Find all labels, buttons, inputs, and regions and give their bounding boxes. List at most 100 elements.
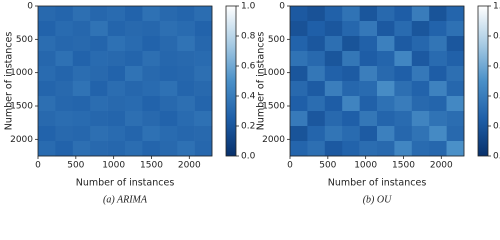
heatmap-cell — [125, 96, 143, 112]
heatmap-cell — [55, 6, 74, 22]
heatmap-cell — [72, 96, 91, 112]
heatmap-cell — [177, 66, 195, 82]
y-tick-label: 1500 — [10, 102, 33, 112]
heatmap-cell — [194, 96, 213, 112]
colorbar-tick-label: 1.0 — [241, 2, 256, 12]
heatmap-cell — [429, 126, 447, 142]
heatmap-cell — [159, 81, 178, 97]
heatmap-cell — [125, 81, 143, 97]
heatmap-cell — [177, 141, 195, 157]
y-axis-label: Number of instances — [256, 32, 267, 131]
heatmap-cell — [142, 141, 161, 157]
heatmap-cell — [394, 6, 413, 22]
heatmap-cell — [307, 36, 326, 52]
heatmap-cell — [194, 36, 213, 52]
heatmap-cell — [307, 126, 326, 142]
heatmap-cell — [159, 126, 178, 142]
heatmap-cell — [142, 66, 161, 82]
x-axis-label: Number of instances — [328, 178, 427, 189]
heatmap-cell — [359, 96, 378, 112]
heatmap-cell — [324, 96, 343, 112]
x-axis-label: Number of instances — [76, 178, 175, 189]
colorbar-tick-label: 0.8 — [241, 32, 256, 42]
heatmap-cell — [324, 126, 343, 142]
heatmap-cell — [359, 6, 378, 22]
heatmap-cell — [194, 126, 213, 142]
heatmap-cell — [307, 96, 326, 112]
heatmap-cell — [377, 96, 395, 112]
heatmap-cell — [307, 111, 326, 127]
heatmap-cell — [342, 51, 360, 67]
heatmap-cell — [342, 36, 360, 52]
heatmap-cell — [55, 111, 74, 127]
colorbar-tick-label: 0.6 — [241, 62, 256, 72]
heatmap-cell — [377, 81, 395, 97]
x-tick-label: 1500 — [392, 161, 415, 171]
heatmap-cell — [290, 111, 308, 127]
heatmap-cell — [377, 21, 395, 37]
heatmap-cell — [429, 141, 447, 157]
heatmap-cell — [359, 51, 378, 67]
heatmap-cell — [38, 51, 56, 67]
heatmap-cell — [107, 51, 126, 67]
heatmap-cell — [159, 6, 178, 22]
heatmap-cell — [394, 141, 413, 157]
y-tick-label: 1000 — [262, 68, 285, 78]
heatmap-cell — [125, 36, 143, 52]
heatmap-cell — [394, 81, 413, 97]
heatmap-cell — [377, 66, 395, 82]
heatmap-cell — [38, 36, 56, 52]
heatmap-cell — [177, 81, 195, 97]
heatmap-cell — [429, 36, 447, 52]
y-tick-label: 500 — [16, 35, 33, 45]
heatmap-cell — [307, 81, 326, 97]
heatmap-cell — [377, 36, 395, 52]
heatmap-cell — [107, 36, 126, 52]
heatmap-cell — [411, 111, 430, 127]
heatmap-cell — [446, 126, 465, 142]
x-tick-label: 0 — [35, 161, 41, 171]
x-tick-label: 2000 — [430, 161, 453, 171]
heatmap-cell — [359, 36, 378, 52]
heatmap-cell — [411, 96, 430, 112]
heatmap-cell — [394, 111, 413, 127]
colorbar — [225, 5, 237, 157]
y-tick-label: 0 — [279, 2, 285, 12]
heatmap-cell — [159, 141, 178, 157]
heatmap-cell — [446, 111, 465, 127]
heatmap-cell — [90, 81, 108, 97]
heatmap-cell — [194, 21, 213, 37]
heatmap-cell — [159, 96, 178, 112]
heatmap-cell — [342, 6, 360, 22]
heatmap-cell — [55, 51, 74, 67]
y-tick-label: 500 — [268, 35, 285, 45]
heatmap-cell — [342, 141, 360, 157]
heatmap-cell — [125, 6, 143, 22]
heatmap-cell — [177, 96, 195, 112]
y-tick-label: 2000 — [262, 135, 285, 145]
colorbar-tick-label: 0.4 — [241, 92, 256, 102]
heatmap-cell — [72, 6, 91, 22]
heatmap-cell — [446, 66, 465, 82]
heatmap-cell — [142, 51, 161, 67]
heatmap-cell — [142, 21, 161, 37]
heatmap-cell — [38, 66, 56, 82]
heatmap-cell — [107, 21, 126, 37]
heatmap-cell — [411, 6, 430, 22]
heatmap-cell — [342, 126, 360, 142]
heatmap-cell — [55, 81, 74, 97]
y-tick-label: 2000 — [10, 135, 33, 145]
heatmap-cell — [429, 21, 447, 37]
heatmap-cell — [72, 126, 91, 142]
heatmap-cell — [55, 66, 74, 82]
heatmap-cell — [307, 51, 326, 67]
heatmap-cell — [55, 96, 74, 112]
heatmap-cell — [290, 51, 308, 67]
heatmap-cell — [55, 141, 74, 157]
heatmap-cell — [429, 96, 447, 112]
heatmap-cell — [290, 21, 308, 37]
heatmap-cell — [142, 36, 161, 52]
heatmap-cell — [38, 126, 56, 142]
heatmap-cell — [342, 96, 360, 112]
